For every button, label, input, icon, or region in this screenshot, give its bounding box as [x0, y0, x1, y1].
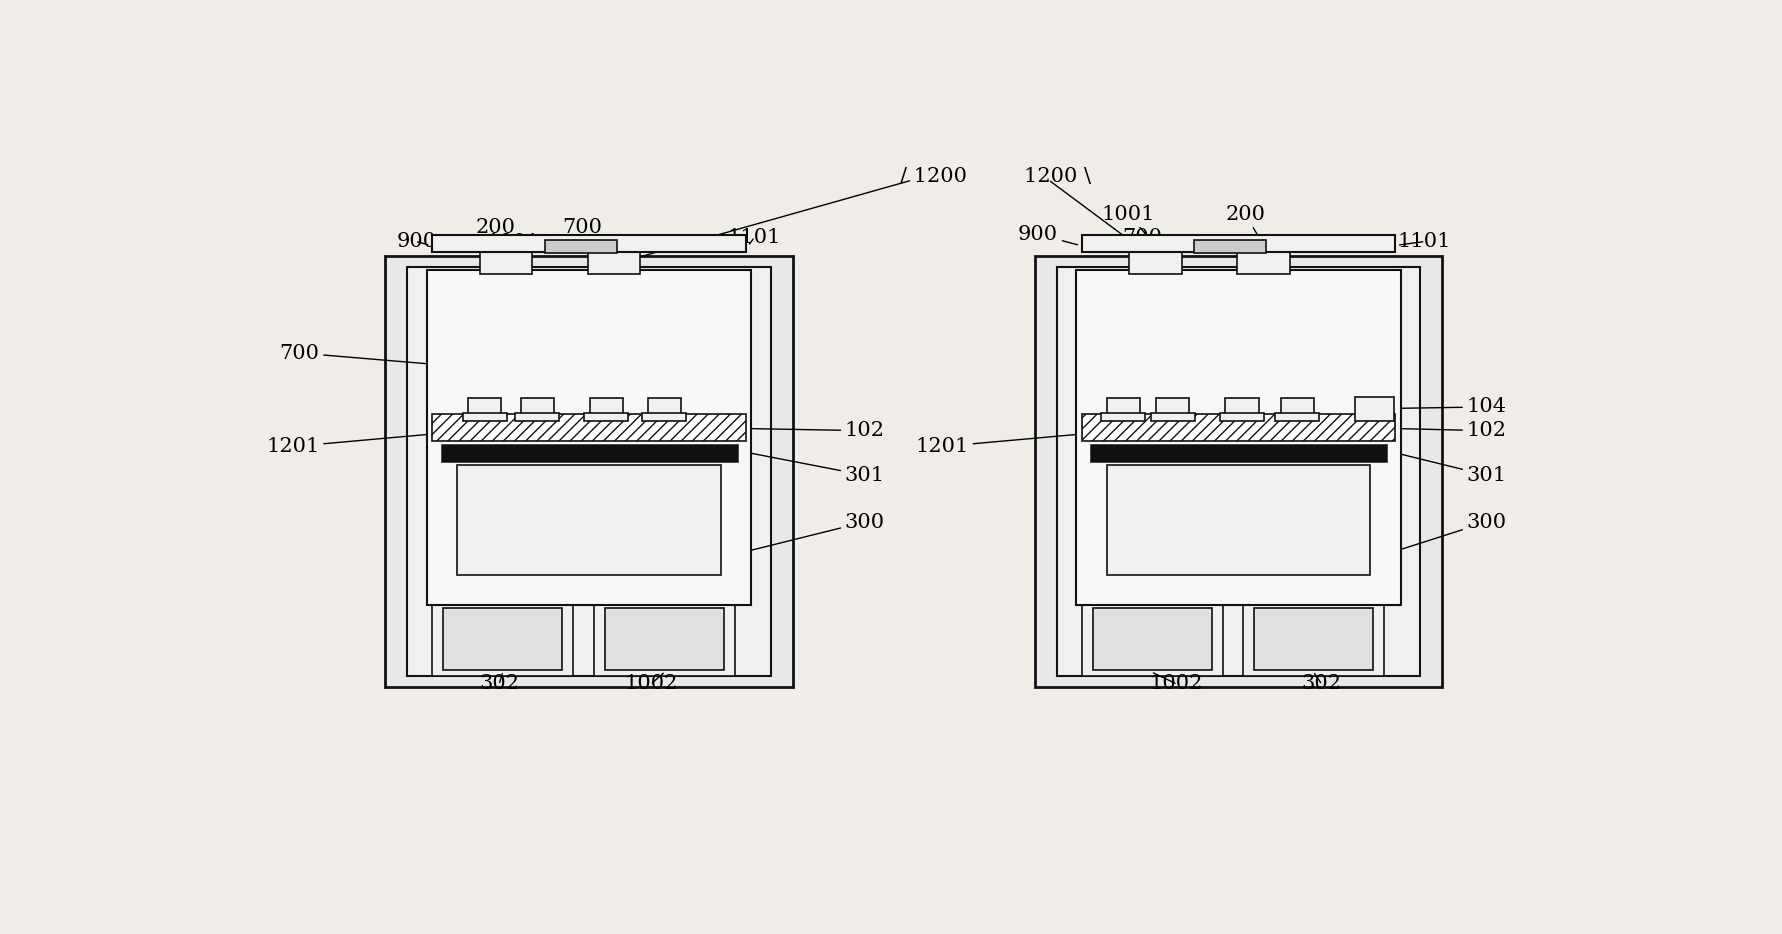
Bar	[426, 270, 750, 604]
Bar	[1082, 235, 1395, 252]
Bar	[440, 445, 738, 462]
Bar	[462, 413, 506, 421]
Bar	[515, 413, 560, 421]
Bar	[588, 247, 640, 274]
Bar	[593, 602, 734, 676]
Text: 300: 300	[741, 513, 884, 553]
Bar	[444, 608, 561, 671]
Text: 301: 301	[1385, 450, 1506, 485]
Bar	[431, 602, 572, 676]
Text: 102: 102	[1395, 421, 1506, 440]
Bar	[604, 608, 723, 671]
Text: 900: 900	[396, 232, 437, 251]
Bar	[1279, 398, 1313, 414]
Bar	[1082, 602, 1222, 676]
Text: 1002: 1002	[624, 673, 677, 693]
Bar	[590, 398, 622, 414]
Bar	[469, 398, 501, 414]
Bar	[1219, 413, 1263, 421]
Bar	[584, 413, 627, 421]
Bar	[1076, 270, 1401, 604]
Text: / 1200: / 1200	[900, 167, 966, 186]
Bar	[1224, 398, 1258, 414]
Text: 1001: 1001	[486, 234, 540, 252]
Bar	[1149, 413, 1194, 421]
Bar	[431, 235, 745, 252]
Bar	[520, 398, 554, 414]
Bar	[1128, 247, 1181, 274]
Bar	[1194, 240, 1265, 253]
Bar	[1274, 413, 1319, 421]
Bar	[456, 465, 720, 574]
Bar	[1082, 414, 1395, 442]
Text: 700: 700	[280, 344, 428, 364]
Text: 700: 700	[1121, 229, 1162, 248]
Text: 1201: 1201	[266, 434, 428, 456]
Bar	[545, 240, 617, 253]
Bar	[1237, 247, 1288, 274]
Text: 300: 300	[1390, 513, 1506, 553]
Text: 1101: 1101	[727, 229, 781, 248]
Bar	[647, 398, 681, 414]
Text: 301: 301	[736, 450, 884, 485]
Bar	[1034, 256, 1442, 687]
Bar	[1255, 608, 1372, 671]
Text: 302: 302	[1301, 673, 1340, 693]
Text: 102: 102	[745, 421, 884, 440]
Text: 1101: 1101	[1397, 232, 1451, 251]
Bar	[1354, 397, 1394, 421]
Text: 900: 900	[1018, 225, 1076, 245]
Text: 1200 \: 1200 \	[1023, 167, 1091, 186]
Bar	[1242, 602, 1383, 676]
Bar	[1101, 413, 1144, 421]
Bar	[431, 414, 745, 442]
Bar	[385, 256, 793, 687]
Text: 200: 200	[1224, 205, 1265, 244]
Text: 104: 104	[1395, 398, 1506, 417]
Text: 1002: 1002	[1149, 672, 1203, 693]
Bar	[1107, 465, 1370, 574]
Bar	[1089, 445, 1386, 462]
Bar	[406, 267, 770, 676]
Text: 1201: 1201	[916, 434, 1076, 456]
Bar	[1092, 608, 1212, 671]
Bar	[642, 413, 686, 421]
Bar	[1157, 398, 1189, 414]
Text: 200: 200	[474, 218, 515, 244]
Text: 1001: 1001	[1101, 205, 1155, 244]
Text: 700: 700	[561, 218, 613, 245]
Text: 302: 302	[479, 673, 519, 693]
Bar	[1107, 398, 1139, 414]
Bar	[1057, 267, 1420, 676]
Bar	[479, 247, 533, 274]
